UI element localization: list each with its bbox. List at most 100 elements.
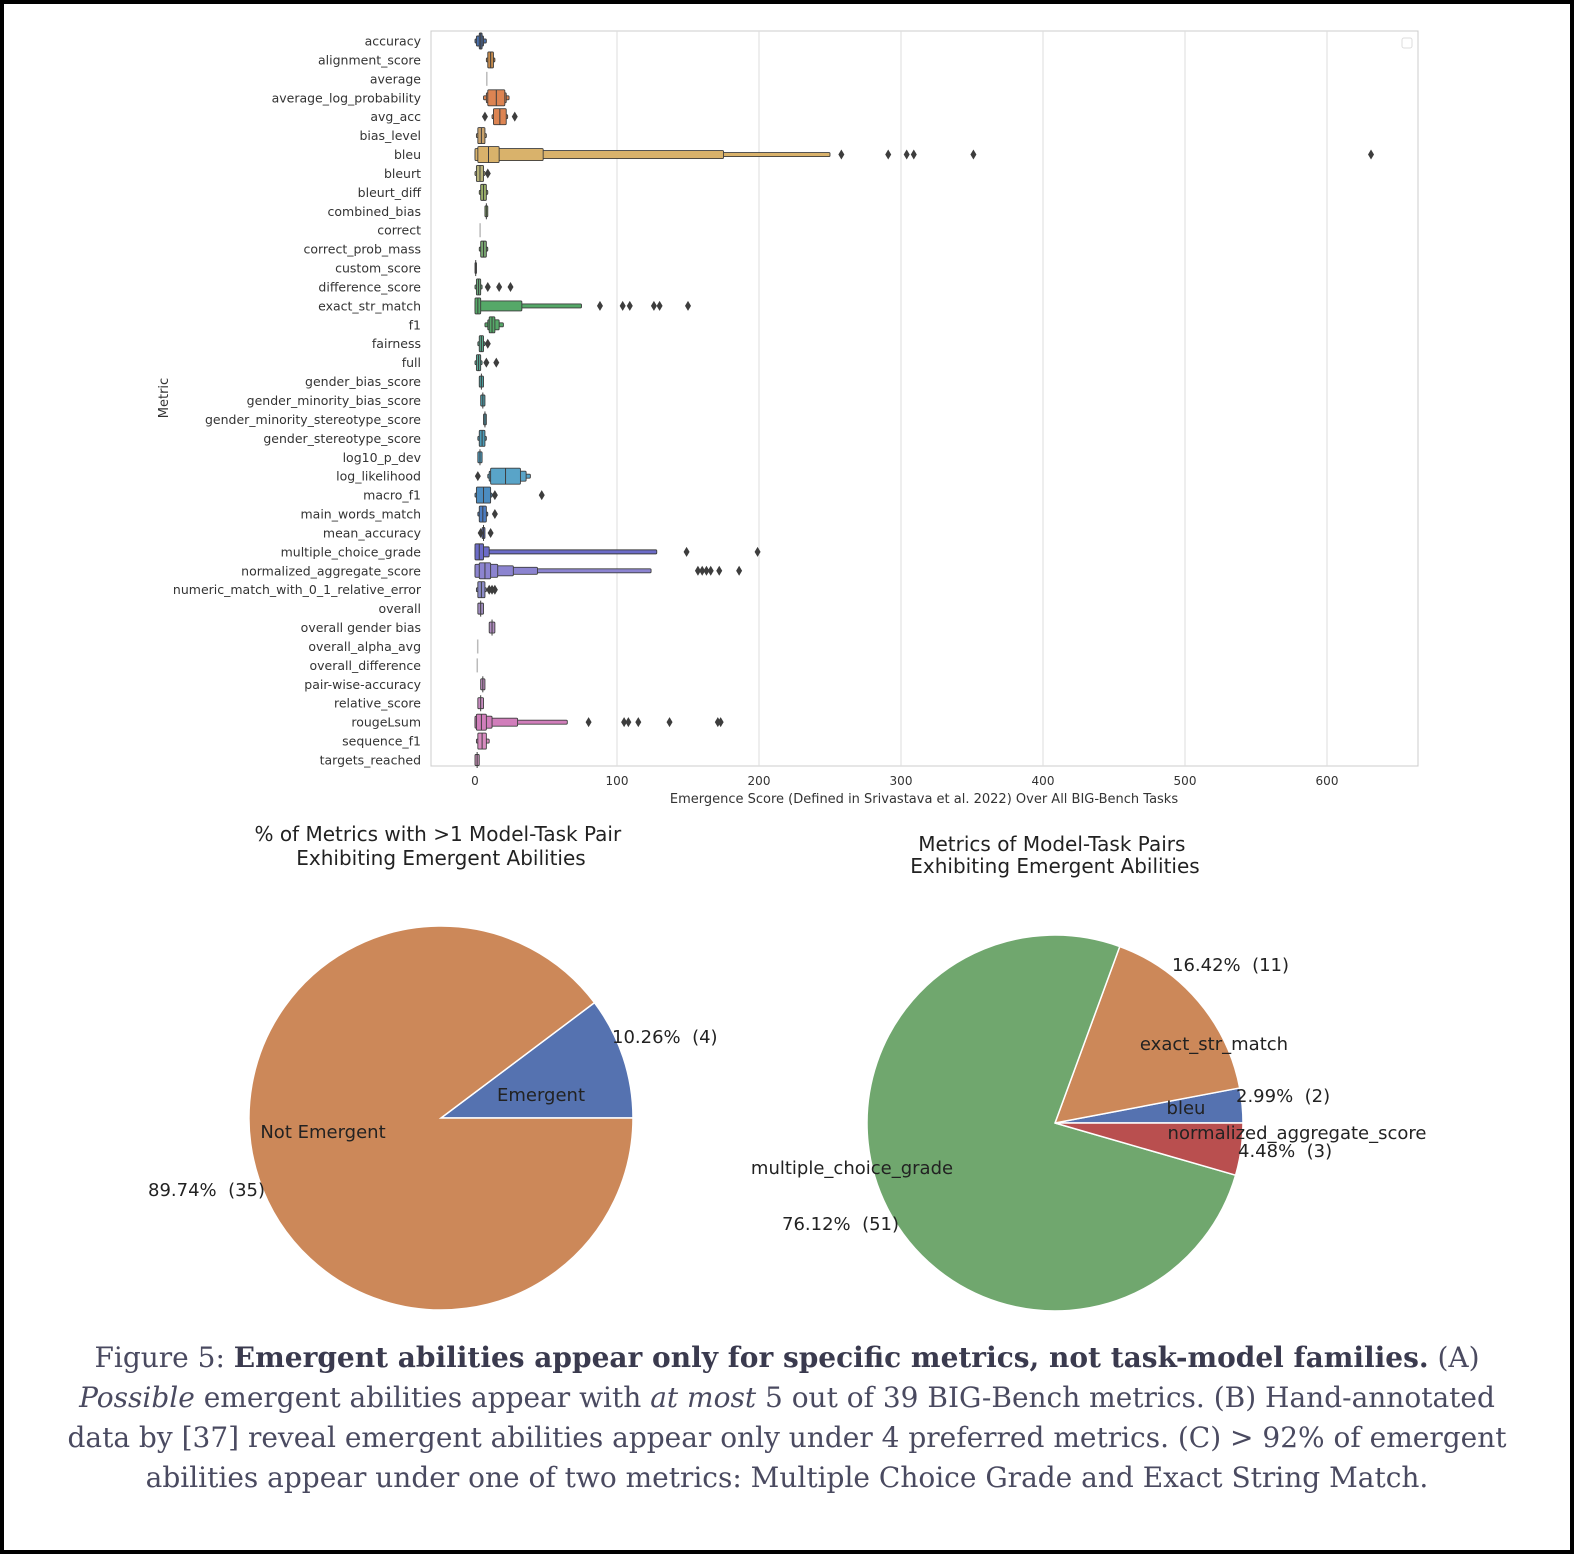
pie2-pct-multiple-choice-grade: 76.12% (51) <box>782 1214 899 1235</box>
outlier-difference-score-0 <box>484 281 491 292</box>
pie2-title: Metrics of Model-Task Pairs Exhibiting E… <box>910 832 1199 878</box>
pie-slice-normalized-aggregate-score <box>1054 1122 1244 1177</box>
caption-a-label: (A) <box>1428 1341 1480 1374</box>
outlier-avg-acc-0 <box>481 111 488 122</box>
y-tick-label-avg-acc: avg_acc <box>370 109 421 124</box>
pie2-title-line1: Metrics of Model-Task Pairs <box>918 832 1185 856</box>
pie2-pct-exact-str-match: 16.42% (11) <box>1172 955 1289 976</box>
outlier-exact-str-match-3 <box>650 300 657 311</box>
caption-italic-at-most: at most <box>650 1381 757 1414</box>
pie1-label-emergent: Emergent <box>497 1085 585 1106</box>
y-tick-label-pair-wise-accuracy: pair-wise-accuracy <box>304 677 421 692</box>
y-tick-label-combined-bias: combined_bias <box>328 204 421 219</box>
pie1-label-not-emergent: Not Emergent <box>260 1122 385 1143</box>
y-tick-label-multiple-choice-grade: multiple_choice_grade <box>281 544 422 559</box>
y-tick-label-gender-bias-score: gender_bias_score <box>305 374 421 389</box>
x-tick-label-100: 100 <box>606 774 629 788</box>
y-tick-label-rougelsum: rougeLsum <box>351 715 421 730</box>
box-multiple-choice-grade-0 <box>474 549 658 555</box>
pie2-label-exact-str-match: exact_str_match <box>1140 1034 1288 1055</box>
caption-text-1: emergent abilities appear with <box>194 1381 651 1414</box>
caption-prefix: Figure 5: <box>94 1341 234 1374</box>
x-tick-label-600: 600 <box>1316 774 1339 788</box>
y-tick-label-gender-stereotype-score: gender_stereotype_score <box>263 431 421 446</box>
pie1-pct-emergent: 10.26% (4) <box>612 1027 718 1048</box>
y-tick-label-overall-gender-bias: overall gender bias <box>301 620 421 635</box>
y-tick-label-average: average <box>370 71 421 86</box>
y-axis-label: Metric <box>157 378 172 418</box>
outlier-avg-acc-1 <box>511 111 518 122</box>
outlier-full-0 <box>483 357 490 368</box>
empty-legend <box>1401 37 1413 49</box>
outlier-difference-score-1 <box>496 281 503 292</box>
outlier-bleu-4 <box>970 149 977 160</box>
y-tick-label-overall: overall <box>379 601 421 616</box>
y-tick-label-bias-level: bias_level <box>359 128 421 143</box>
pie-slice-multiple-choice-grade <box>866 934 1237 1312</box>
y-tick-label-exact-str-match: exact_str_match <box>318 298 421 313</box>
y-tick-label-targets-reached: targets_reached <box>320 753 421 768</box>
y-tick-label-log10-p-dev: log10_p_dev <box>343 450 422 465</box>
pie-slice-exact-str-match <box>1053 945 1241 1124</box>
outlier-mean-accuracy-0 <box>477 527 484 538</box>
outlier-normalized-aggregate-score-0 <box>694 565 701 576</box>
x-tick-label-400: 400 <box>1032 774 1055 788</box>
y-tick-label-correct-prob-mass: correct_prob_mass <box>303 242 421 257</box>
x-tick-label-0: 0 <box>471 774 479 788</box>
pie2-label-multiple-choice-grade: multiple_choice_grade <box>751 1158 953 1179</box>
outlier-bleu-5 <box>1368 149 1375 160</box>
y-tick-label-full: full <box>402 355 421 370</box>
outlier-numeric-match-with-0-1-relative-error-2 <box>491 584 498 595</box>
x-tick-label-200: 200 <box>748 774 771 788</box>
outlier-multiple-choice-grade-1 <box>754 546 761 557</box>
outlier-bleurt-0 <box>484 168 491 179</box>
caption-italic-possible: Possible <box>79 1381 195 1414</box>
caption-text-2: 5 out of 39 BIG-Bench metrics. (B) Hand-… <box>67 1381 1507 1494</box>
outlier-log-likelihood-0 <box>474 471 481 482</box>
pie2-label-bleu: bleu <box>1167 1098 1206 1119</box>
outlier-exact-str-match-0 <box>596 300 603 311</box>
pie2-pct-bleu: 2.99% (2) <box>1236 1086 1330 1107</box>
y-tick-label-gender-minority-bias-score: gender_minority_bias_score <box>247 393 422 408</box>
outlier-full-1 <box>493 357 500 368</box>
pie2-pct-normalized-aggregate-score: 4.48% (3) <box>1238 1141 1332 1162</box>
outlier-bleu-3 <box>910 149 917 160</box>
outlier-macro-f1-0 <box>491 490 498 501</box>
pie2-title-line2: Exhibiting Emergent Abilities <box>910 854 1199 878</box>
y-tick-label-difference-score: difference_score <box>318 279 421 294</box>
outlier-normalized-aggregate-score-4 <box>716 565 723 576</box>
y-tick-label-correct: correct <box>377 223 421 238</box>
outlier-rougelsum-3 <box>635 717 642 728</box>
pie1-slices <box>248 925 634 1311</box>
x-tick-label-300: 300 <box>890 774 913 788</box>
pie1-title-line1: % of Metrics with >1 Model-Task Pair <box>254 822 622 846</box>
outlier-mean-accuracy-1 <box>487 527 494 538</box>
x-tick-label-500: 500 <box>1174 774 1197 788</box>
y-tick-label-accuracy: accuracy <box>365 34 422 49</box>
outlier-multiple-choice-grade-0 <box>683 546 690 557</box>
outlier-normalized-aggregate-score-5 <box>736 565 743 576</box>
outlier-bleu-2 <box>903 149 910 160</box>
y-tick-label-main-words-match: main_words_match <box>300 507 421 522</box>
y-tick-label-overall-alpha-avg: overall_alpha_avg <box>308 639 421 654</box>
y-tick-label-numeric-match-with-0-1-relative-error: numeric_match_with_0_1_relative_error <box>173 582 422 597</box>
pie2-slices <box>866 934 1244 1312</box>
y-tick-label-gender-minority-stereotype-score: gender_minority_stereotype_score <box>205 412 421 427</box>
outlier-rougelsum-6 <box>717 717 724 728</box>
y-tick-label-macro-f1: macro_f1 <box>363 488 421 503</box>
pie1-title: % of Metrics with >1 Model-Task Pair Exh… <box>254 822 627 870</box>
y-tick-label-f1: f1 <box>409 317 421 332</box>
outlier-bleu-1 <box>885 149 892 160</box>
outlier-bleu-0 <box>838 149 845 160</box>
outlier-exact-str-match-2 <box>626 300 633 311</box>
outlier-normalized-aggregate-score-1 <box>699 565 706 576</box>
y-tick-label-sequence-f1: sequence_f1 <box>342 734 421 749</box>
figure-caption: Figure 5: Emergent abilities appear only… <box>60 1338 1514 1498</box>
outlier-exact-str-match-1 <box>619 300 626 311</box>
y-tick-label-fairness: fairness <box>372 336 421 351</box>
outlier-difference-score-2 <box>507 281 514 292</box>
outlier-macro-f1-1 <box>538 490 545 501</box>
y-tick-label-bleu: bleu <box>394 147 421 162</box>
